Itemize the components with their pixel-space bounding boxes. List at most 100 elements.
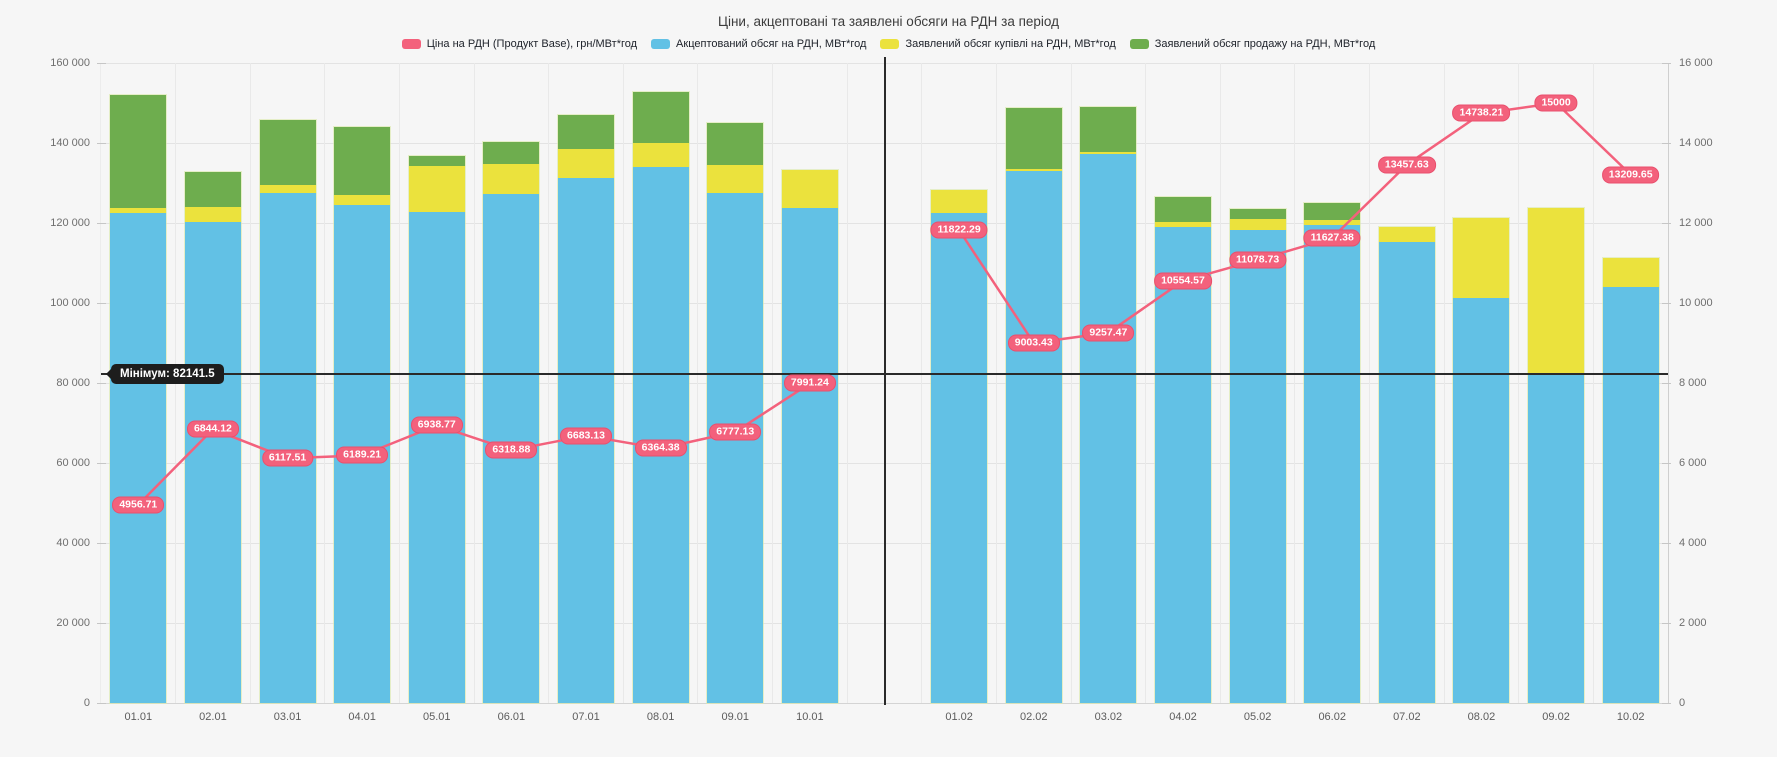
bar-segment-accepted	[110, 213, 167, 703]
price-label-02.01[interactable]: 6844.12	[186, 420, 239, 438]
bar-03.02[interactable]	[1079, 106, 1138, 704]
bar-10.01[interactable]	[780, 169, 839, 704]
price-label-04.02[interactable]: 10554.57	[1154, 272, 1212, 290]
bar-09.02[interactable]	[1527, 207, 1586, 704]
price-label-03.01[interactable]: 6117.51	[261, 449, 314, 467]
x-axis-label: 07.02	[1393, 711, 1421, 723]
x-axis-label: 03.02	[1094, 711, 1123, 723]
left-axis-tick	[97, 542, 106, 544]
bar-segment-buy	[1304, 219, 1361, 225]
bar-segment-buy	[1528, 208, 1585, 375]
legend-item[interactable]: Заявлений обсяг продажу на РДН, МВт*год	[1129, 38, 1375, 50]
legend-item[interactable]: Ціна на РДН (Продукт Base), грн/МВт*год	[401, 38, 638, 50]
right-axis-tick	[1662, 222, 1671, 224]
price-label-10.02[interactable]: 13209.65	[1601, 166, 1660, 184]
bar-08.01[interactable]	[631, 90, 690, 705]
bar-segment-buy	[1154, 221, 1211, 227]
bar-segment-buy	[781, 170, 838, 208]
bar-05.01[interactable]	[407, 155, 466, 704]
price-label-04.01[interactable]: 6189.21	[336, 446, 389, 464]
price-label-09.01[interactable]: 6777.13	[709, 423, 762, 441]
price-label-07.02[interactable]: 13457.63	[1377, 156, 1436, 174]
bar-04.02[interactable]	[1153, 196, 1212, 704]
right-axis-label: 4 000	[1679, 537, 1707, 549]
right-axis-label: 0	[1679, 697, 1686, 709]
x-axis-label: 01.02	[945, 711, 973, 723]
left-axis-tick	[97, 222, 106, 224]
bar-06.02[interactable]	[1303, 201, 1362, 705]
bar-segment-accepted	[931, 213, 988, 703]
legend-item[interactable]: Заявлений обсяг купівлі на РДН, МВт*год	[880, 38, 1116, 50]
bar-segment-sell	[558, 115, 615, 150]
v-gridline	[473, 63, 475, 703]
left-axis-label: 100 000	[50, 297, 90, 309]
bar-10.02[interactable]	[1601, 257, 1660, 704]
right-axis-tick	[1662, 542, 1671, 544]
bar-segment-accepted	[184, 221, 241, 703]
right-axis-tick	[1662, 302, 1671, 304]
price-label-06.01[interactable]: 6318.88	[485, 441, 538, 459]
left-axis-tick	[97, 382, 106, 384]
x-axis-label: 04.02	[1169, 711, 1197, 723]
price-line-chart	[137, 101, 1632, 506]
price-label-02.02[interactable]: 9003.43	[1007, 334, 1060, 352]
v-gridline	[1443, 63, 1445, 703]
v-gridline	[772, 63, 774, 703]
price-label-05.02[interactable]: 11078.73	[1228, 251, 1287, 269]
bar-segment-buy	[1005, 168, 1062, 171]
bar-segment-accepted	[1080, 153, 1137, 703]
price-label-08.02[interactable]: 14738.21	[1452, 104, 1511, 122]
bar-02.02[interactable]	[1004, 107, 1063, 704]
bar-segment-sell	[259, 120, 316, 185]
v-gridline	[1294, 63, 1296, 703]
x-axis-label: 06.01	[497, 711, 526, 723]
right-axis-label: 6 000	[1679, 457, 1707, 469]
price-label-01.02[interactable]: 11822.29	[930, 221, 988, 239]
legend-label: Ціна на РДН (Продукт Base), грн/МВт*год	[426, 38, 638, 50]
right-axis-label: 16 000	[1679, 57, 1713, 69]
price-label-09.02[interactable]: 15000	[1534, 94, 1578, 112]
bar-03.01[interactable]	[258, 119, 317, 704]
price-label-07.01[interactable]: 6683.13	[560, 427, 612, 445]
bar-segment-sell	[184, 172, 241, 208]
v-gridline	[324, 63, 326, 703]
bar-segment-accepted	[1304, 225, 1361, 703]
price-label-01.01[interactable]: 4956.71	[112, 496, 165, 514]
bar-segment-buy	[184, 207, 241, 222]
left-axis-label: 160 000	[50, 57, 90, 69]
bar-07.02[interactable]	[1377, 226, 1436, 704]
left-axis-tick	[97, 302, 106, 304]
plot-area: Мінімум: 82141.5 01.01 02.01 03.01 04.01 05.…	[97, 57, 1671, 723]
y-axis-right: 0 2 000 4 000 6 000 8 000 10 000 12 000 14 000 1…	[1677, 57, 1772, 709]
bar-01.01[interactable]	[109, 94, 168, 704]
bar-08.02[interactable]	[1452, 217, 1511, 704]
legend-swatch	[651, 39, 671, 49]
price-label-10.01[interactable]: 7991.24	[783, 374, 836, 392]
v-gridline	[697, 63, 699, 703]
price-label-03.02[interactable]: 9257.47	[1082, 324, 1135, 342]
minimum-tooltip: Мінімум: 82141.5	[106, 364, 224, 385]
bar-segment-buy	[1453, 218, 1510, 298]
bar-09.01[interactable]	[706, 122, 765, 704]
left-axis-label: 80 000	[56, 377, 90, 389]
price-label-08.01[interactable]: 6364.38	[634, 439, 687, 457]
legend-item[interactable]: Акцептований обсяг на РДН, МВт*год	[651, 38, 866, 50]
bar-05.02[interactable]	[1228, 208, 1287, 704]
legend-swatch	[880, 39, 900, 49]
price-label-06.02[interactable]: 11627.38	[1303, 229, 1361, 247]
bar-segment-buy	[632, 143, 689, 167]
bar-segment-accepted	[632, 167, 689, 703]
bar-segment-accepted	[408, 211, 465, 703]
bar-segment-accepted	[707, 193, 764, 703]
price-line	[137, 382, 811, 506]
bar-segment-buy	[558, 149, 615, 179]
x-axis-label: 02.02	[1019, 711, 1048, 723]
price-label-05.01[interactable]: 6938.77	[410, 416, 463, 434]
bar-segment-buy	[334, 195, 391, 205]
x-axis-label: 07.01	[572, 711, 600, 723]
bar-01.02[interactable]	[930, 188, 989, 705]
bar-segment-buy	[1229, 219, 1286, 231]
left-axis-label: 40 000	[56, 537, 90, 549]
legend-label: Акцептований обсяг на РДН, МВт*год	[676, 38, 867, 50]
bar-02.01[interactable]	[183, 171, 242, 704]
